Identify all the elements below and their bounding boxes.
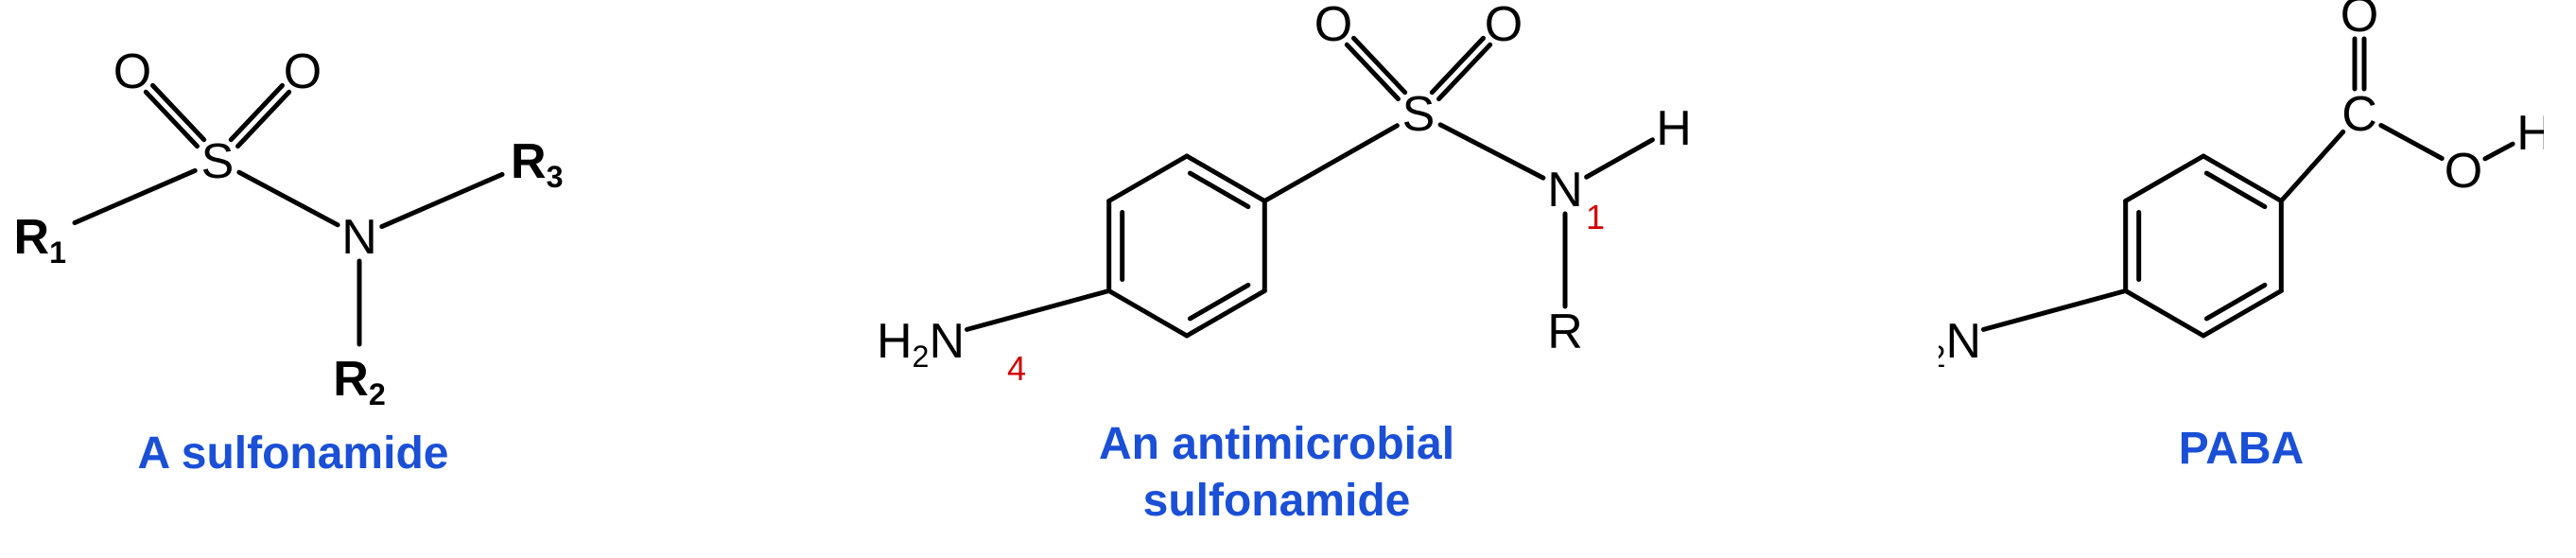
- svg-text:R3: R3: [511, 134, 564, 194]
- svg-text:1: 1: [1586, 198, 1605, 236]
- caption-antimicrobial: An antimicrobialsulfonamide: [851, 416, 1702, 530]
- panel-paba: COOHH2NPABA: [1939, 0, 2544, 558]
- panel-antimicrobial: SO O N H R H2N 1 4 An antimicrobialsulfonamide: [851, 0, 1702, 558]
- svg-text:R1: R1: [14, 210, 67, 270]
- svg-text:H: H: [1656, 101, 1692, 156]
- caption-line: sulfonamide: [851, 473, 1702, 530]
- svg-text:N: N: [1547, 163, 1583, 218]
- structure-paba: COOHH2N: [1939, 0, 2544, 407]
- svg-text:N: N: [341, 210, 377, 265]
- svg-text:O: O: [1485, 0, 1523, 52]
- svg-text:R: R: [1547, 305, 1583, 359]
- structure-sulfonamide: R1 SO O N R3 R2: [0, 19, 586, 426]
- svg-text:O: O: [2341, 0, 2378, 43]
- svg-text:4: 4: [1007, 349, 1026, 388]
- structure-antimicrobial: SO O N H R H2N 1 4: [851, 0, 1702, 407]
- svg-text:S: S: [201, 134, 235, 189]
- caption-sulfonamide: A sulfonamide: [0, 426, 586, 482]
- svg-text:O: O: [113, 44, 151, 99]
- caption-line: PABA: [1939, 421, 2544, 478]
- svg-text:H2N: H2N: [877, 314, 965, 374]
- svg-text:S: S: [1402, 87, 1436, 142]
- caption-line: A sulfonamide: [0, 426, 586, 482]
- figure-canvas: R1SOONR3R2A sulfonamideSOONHRH2N14An ant…: [0, 0, 2576, 558]
- svg-text:H: H: [2516, 106, 2544, 161]
- svg-text:H2N: H2N: [1939, 314, 1981, 374]
- panel-sulfonamide: R1 SO O N R3 R2 A sulfonamide: [0, 0, 586, 558]
- caption-line: An antimicrobial: [851, 416, 1702, 473]
- caption-paba: PABA: [1939, 421, 2544, 478]
- svg-text:R2: R2: [333, 352, 386, 411]
- svg-text:O: O: [284, 44, 322, 99]
- svg-text:C: C: [2341, 87, 2377, 142]
- svg-text:O: O: [1314, 0, 1352, 52]
- svg-text:O: O: [2445, 144, 2482, 199]
